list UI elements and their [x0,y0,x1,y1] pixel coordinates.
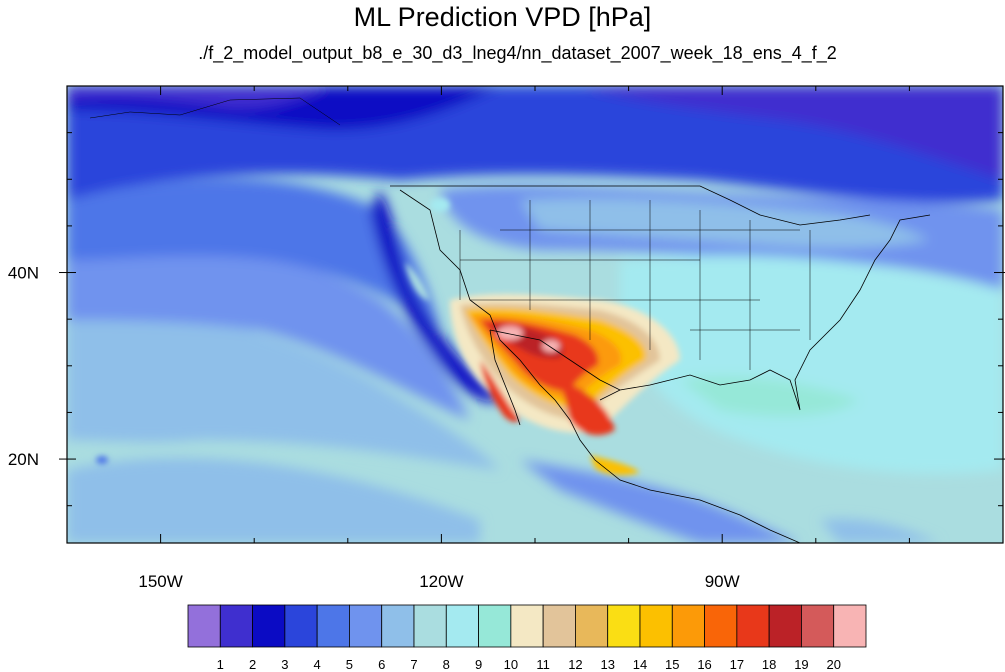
colorbar-swatch [252,604,286,648]
colorbar-swatch [478,604,512,648]
colorbar-labels: 1 2 3 4 5 6 7 8 9 10 11 12 13 14 15 16 17 18 19 20 [217,657,841,672]
colorbar-swatch [316,604,350,648]
colorbar-swatch [510,604,544,648]
colorbar-tick-label: 4 [314,657,321,672]
us-mexico-border [489,329,621,391]
colorbar-swatch [736,604,770,648]
axis-tick-labels: 150W 120W 90W 40N 20N [8,264,740,591]
colorbar-tick-label: 6 [378,657,385,672]
colorbar-tick-label: 19 [794,657,808,672]
colorbar [187,604,867,648]
colorbar-swatch [187,604,221,648]
colorbar-tick-label: 14 [633,657,647,672]
axis-ticks [59,85,1005,543]
us-canada-border [390,185,871,226]
colorbar-swatch [801,604,835,648]
colorbar-tick-label: 11 [536,657,550,672]
map-subtitle: ./f_2_model_output_b8_e_30_d3_lneg4/nn_d… [198,43,837,63]
colorbar-swatch [671,604,705,648]
colorbar-swatch [833,604,867,648]
x-tick-label: 90W [705,572,740,591]
colorbar-swatch [542,604,576,648]
map-title: ML Prediction VPD [hPa] [353,2,652,32]
colorbar-tick-label: 2 [249,657,256,672]
colorbar-tick-label: 18 [762,657,776,672]
colorbar-tick-label: 16 [697,657,711,672]
vpd-field [67,86,1003,543]
colorbar-swatch [413,604,447,648]
gulf-atlantic-coastline [599,214,931,411]
colorbar-tick-label: 7 [410,657,417,672]
colorbar-tick-label: 20 [826,657,840,672]
alaska-coastline [89,97,341,126]
colorbar-tick-label: 8 [443,657,450,672]
colorbar-swatch [607,604,641,648]
colorbar-swatch [284,604,318,648]
state-borders [459,200,811,370]
colorbar-swatch [768,604,802,648]
colorbar-tick-label: 1 [217,657,224,672]
colorbar-tick-label: 17 [730,657,744,672]
colorbar-swatch [445,604,479,648]
colorbar-tick-label: 5 [346,657,353,672]
colorbar-tick-label: 15 [665,657,679,672]
colorbar-tick-label: 3 [281,657,288,672]
colorbar-tick-label: 13 [600,657,614,672]
y-tick-label: 40N [8,264,39,283]
colorbar-swatch [219,604,253,648]
y-tick-label: 20N [8,450,39,469]
colorbar-tick-label: 10 [504,657,518,672]
colorbar-swatch [704,604,738,648]
x-tick-label: 120W [419,572,463,591]
colorbar-swatch [639,604,673,648]
colorbar-swatch [349,604,383,648]
colorbar-tick-label: 12 [568,657,582,672]
land-outlines [89,97,931,543]
colorbar-swatch [381,604,415,648]
colorbar-swatch [575,604,609,648]
baja-coastline [489,329,521,426]
x-tick-label: 150W [138,572,182,591]
colorbar-tick-label: 9 [475,657,482,672]
